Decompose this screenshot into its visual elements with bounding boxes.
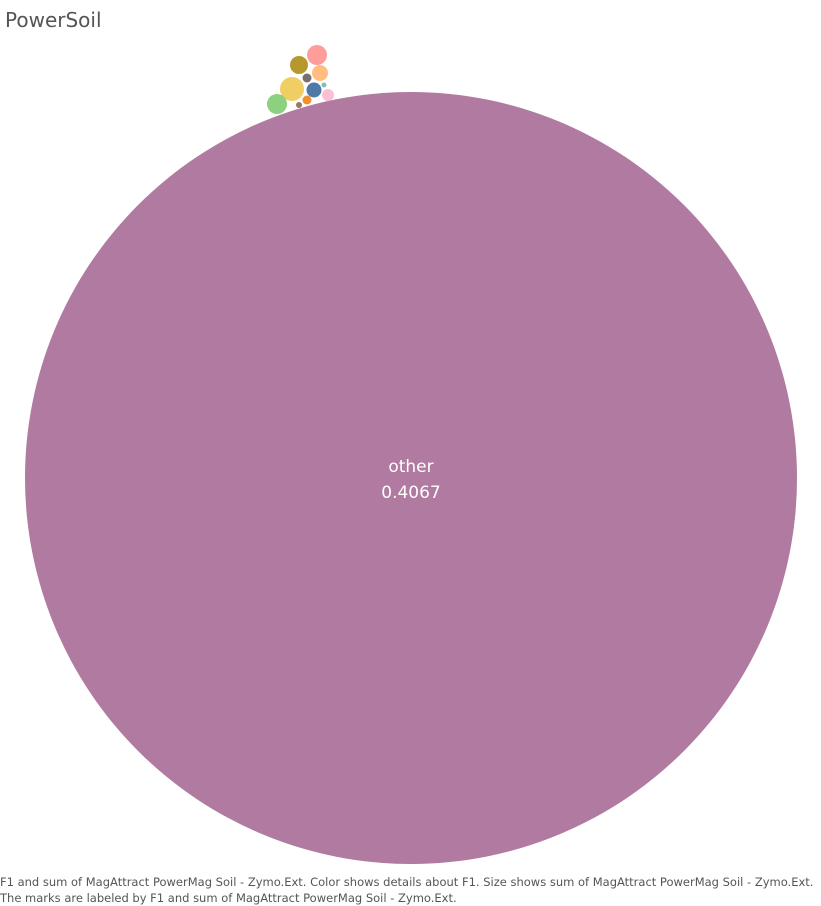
bubble-small-11[interactable] [321, 82, 327, 88]
bubble-small-3[interactable] [312, 65, 328, 81]
bubble-small-8[interactable] [302, 95, 312, 105]
bubble-small-10[interactable] [296, 102, 302, 108]
bubble-small-4[interactable] [302, 73, 312, 83]
bubble-small-1[interactable] [307, 45, 327, 65]
bubble-small-6[interactable] [306, 82, 322, 98]
bubble-small-2[interactable] [290, 56, 308, 74]
bubble-small-9[interactable] [322, 89, 334, 101]
bubble-label-name: other [388, 457, 433, 477]
caption-line-1: F1 and sum of MagAttract PowerMag Soil -… [0, 875, 814, 889]
chart-title: PowerSoil [5, 8, 102, 32]
bubble-small-5[interactable] [280, 77, 304, 101]
bubble-label-value: 0.4067 [381, 483, 440, 503]
bubble-chart: other 0.4067 [25, 45, 797, 864]
bubble-other[interactable] [25, 92, 797, 864]
chart-caption: F1 and sum of MagAttract PowerMag Soil -… [0, 874, 821, 906]
caption-line-2: The marks are labeled by F1 and sum of M… [0, 891, 457, 905]
bubble-small-7[interactable] [267, 94, 287, 114]
